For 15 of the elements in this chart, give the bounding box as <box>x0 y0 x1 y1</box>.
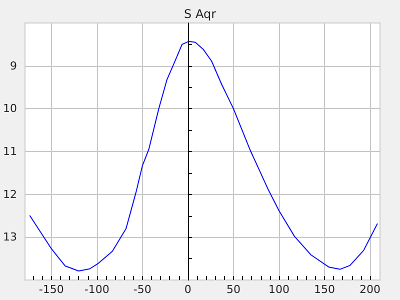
y-tick-label: 10 <box>2 102 17 116</box>
x-tick-label: 0 <box>184 283 192 296</box>
x-tick-label: 100 <box>268 283 290 296</box>
line-series <box>29 40 378 272</box>
y-tick-label: 11 <box>2 145 17 158</box>
x-tick-label: -100 <box>84 283 110 296</box>
x-tick-label: 50 <box>226 283 240 296</box>
x-tick-label: 150 <box>314 283 335 296</box>
x-tick-label: -50 <box>133 283 152 296</box>
y-tick-label: 12 <box>2 188 17 201</box>
x-tick-label: 200 <box>359 283 380 296</box>
y-tick-label: 13 <box>2 230 17 244</box>
y-tick-label: 9 <box>10 59 17 72</box>
chart-title: S Aqr <box>184 7 216 21</box>
x-tick-label: -150 <box>38 283 64 296</box>
